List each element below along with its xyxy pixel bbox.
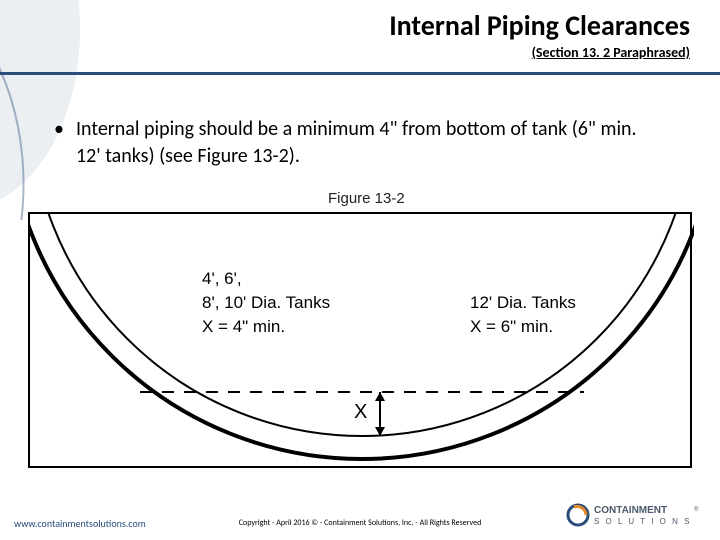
svg-text:8', 10' Dia. Tanks: 8', 10' Dia. Tanks <box>202 293 330 312</box>
figure-13-2: Figure 13-2 X4', 6',8', 10' Dia. TanksX … <box>28 212 692 468</box>
corner-accent <box>0 0 80 220</box>
title-rule <box>0 72 720 75</box>
svg-text:X = 6" min.: X = 6" min. <box>470 317 553 336</box>
svg-text:4', 6',: 4', 6', <box>202 269 242 288</box>
logo-text-bottom: S O L U T I O N S <box>594 517 691 526</box>
slide-subtitle: (Section 13. 2 Paraphrased) <box>532 44 690 61</box>
slide-title: Internal Piping Clearances <box>389 8 690 43</box>
svg-text:X = 4" min.: X = 4" min. <box>202 317 285 336</box>
figure-caption: Figure 13-2 <box>328 190 405 207</box>
bullet-item: Internal piping should be a minimum 4" f… <box>50 116 660 170</box>
bullet-list: Internal piping should be a minimum 4" f… <box>50 116 660 170</box>
svg-text:12' Dia. Tanks: 12' Dia. Tanks <box>470 293 576 312</box>
logo-text-top: CONTAINMENT <box>594 505 667 516</box>
svg-text:X: X <box>354 401 367 423</box>
containment-solutions-logo: CONTAINMENT S O L U T I O N S ® <box>566 501 706 534</box>
svg-text:®: ® <box>694 506 699 513</box>
figure-svg: X 4', 6', 8', 10' Dia. Tanks X = 4" min. 12'… <box>30 214 694 470</box>
